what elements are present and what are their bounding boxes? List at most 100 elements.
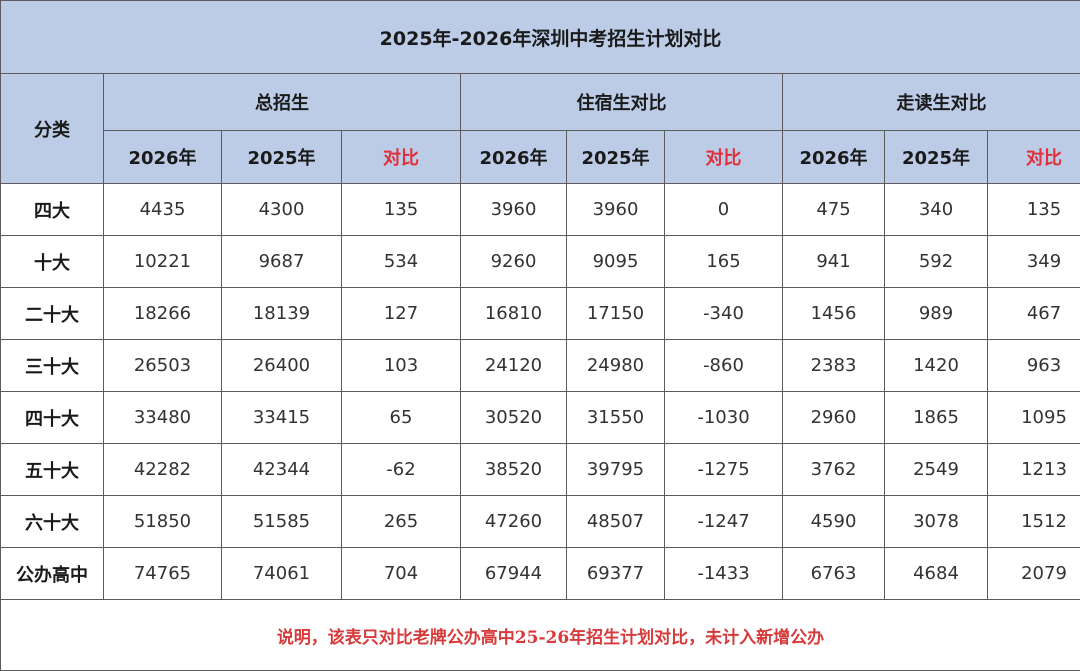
- total-2025-cell: 33415: [222, 392, 342, 444]
- boarding-2026-cell: 30520: [461, 392, 567, 444]
- day-2025-header: 2025年: [885, 131, 988, 184]
- boarding-diff-cell: 0: [665, 184, 783, 236]
- total-2026-cell: 74765: [104, 548, 222, 600]
- boarding-2026-header: 2026年: [461, 131, 567, 184]
- category-header: 分类: [1, 74, 104, 184]
- day-2025-cell: 340: [885, 184, 988, 236]
- total-2025-cell: 26400: [222, 340, 342, 392]
- row-category: 六十大: [1, 496, 104, 548]
- boarding-2026-cell: 16810: [461, 288, 567, 340]
- day-2026-cell: 4590: [783, 496, 885, 548]
- total-2025-cell: 4300: [222, 184, 342, 236]
- boarding-diff-header: 对比: [665, 131, 783, 184]
- total-2025-cell: 51585: [222, 496, 342, 548]
- boarding-2025-cell: 48507: [567, 496, 665, 548]
- row-category: 四大: [1, 184, 104, 236]
- total-2026-cell: 10221: [104, 236, 222, 288]
- day-2026-cell: 6763: [783, 548, 885, 600]
- total-2025-cell: 9687: [222, 236, 342, 288]
- total-2026-header: 2026年: [104, 131, 222, 184]
- boarding-diff-cell: -340: [665, 288, 783, 340]
- day-2025-cell: 1420: [885, 340, 988, 392]
- boarding-diff-cell: -1247: [665, 496, 783, 548]
- group-header-boarding: 住宿生对比: [461, 74, 783, 131]
- day-2025-cell: 4684: [885, 548, 988, 600]
- boarding-2026-cell: 38520: [461, 444, 567, 496]
- boarding-2025-cell: 17150: [567, 288, 665, 340]
- table-title: 2025年-2026年深圳中考招生计划对比: [1, 1, 1080, 74]
- row-category: 三十大: [1, 340, 104, 392]
- group-header-total: 总招生: [104, 74, 461, 131]
- day-2026-cell: 2960: [783, 392, 885, 444]
- boarding-2025-cell: 69377: [567, 548, 665, 600]
- total-diff-cell: 65: [342, 392, 461, 444]
- day-diff-cell: 349: [988, 236, 1080, 288]
- total-diff-cell: 127: [342, 288, 461, 340]
- row-category: 四十大: [1, 392, 104, 444]
- boarding-2026-cell: 9260: [461, 236, 567, 288]
- row-category: 二十大: [1, 288, 104, 340]
- day-2025-cell: 1865: [885, 392, 988, 444]
- total-2025-cell: 74061: [222, 548, 342, 600]
- day-2026-cell: 2383: [783, 340, 885, 392]
- day-2026-header: 2026年: [783, 131, 885, 184]
- total-2026-cell: 18266: [104, 288, 222, 340]
- day-diff-cell: 135: [988, 184, 1080, 236]
- row-category: 五十大: [1, 444, 104, 496]
- boarding-2025-cell: 9095: [567, 236, 665, 288]
- day-diff-header: 对比: [988, 131, 1080, 184]
- total-diff-cell: 103: [342, 340, 461, 392]
- day-2026-cell: 1456: [783, 288, 885, 340]
- total-diff-cell: 704: [342, 548, 461, 600]
- day-2026-cell: 941: [783, 236, 885, 288]
- total-2025-cell: 42344: [222, 444, 342, 496]
- total-2026-cell: 51850: [104, 496, 222, 548]
- total-2025-header: 2025年: [222, 131, 342, 184]
- day-2025-cell: 2549: [885, 444, 988, 496]
- total-2026-cell: 4435: [104, 184, 222, 236]
- day-diff-cell: 2079: [988, 548, 1080, 600]
- total-diff-cell: 135: [342, 184, 461, 236]
- total-2026-cell: 26503: [104, 340, 222, 392]
- boarding-diff-cell: -860: [665, 340, 783, 392]
- total-2026-cell: 42282: [104, 444, 222, 496]
- day-2026-cell: 475: [783, 184, 885, 236]
- boarding-2026-cell: 47260: [461, 496, 567, 548]
- boarding-2026-cell: 67944: [461, 548, 567, 600]
- day-2025-cell: 989: [885, 288, 988, 340]
- day-diff-cell: 1095: [988, 392, 1080, 444]
- day-diff-cell: 467: [988, 288, 1080, 340]
- boarding-diff-cell: -1433: [665, 548, 783, 600]
- total-diff-header: 对比: [342, 131, 461, 184]
- day-2025-cell: 592: [885, 236, 988, 288]
- day-2025-cell: 3078: [885, 496, 988, 548]
- boarding-diff-cell: 165: [665, 236, 783, 288]
- total-2025-cell: 18139: [222, 288, 342, 340]
- boarding-2025-cell: 31550: [567, 392, 665, 444]
- boarding-2025-cell: 39795: [567, 444, 665, 496]
- total-2026-cell: 33480: [104, 392, 222, 444]
- total-diff-cell: 265: [342, 496, 461, 548]
- boarding-2025-cell: 24980: [567, 340, 665, 392]
- footnote: 说明，该表只对比老牌公办高中25-26年招生计划对比，未计入新增公办: [1, 600, 1080, 671]
- total-diff-cell: 534: [342, 236, 461, 288]
- group-header-day: 走读生对比: [783, 74, 1080, 131]
- boarding-2025-header: 2025年: [567, 131, 665, 184]
- day-diff-cell: 1213: [988, 444, 1080, 496]
- day-diff-cell: 963: [988, 340, 1080, 392]
- boarding-diff-cell: -1030: [665, 392, 783, 444]
- row-category: 十大: [1, 236, 104, 288]
- day-diff-cell: 1512: [988, 496, 1080, 548]
- boarding-2026-cell: 3960: [461, 184, 567, 236]
- row-category: 公办高中: [1, 548, 104, 600]
